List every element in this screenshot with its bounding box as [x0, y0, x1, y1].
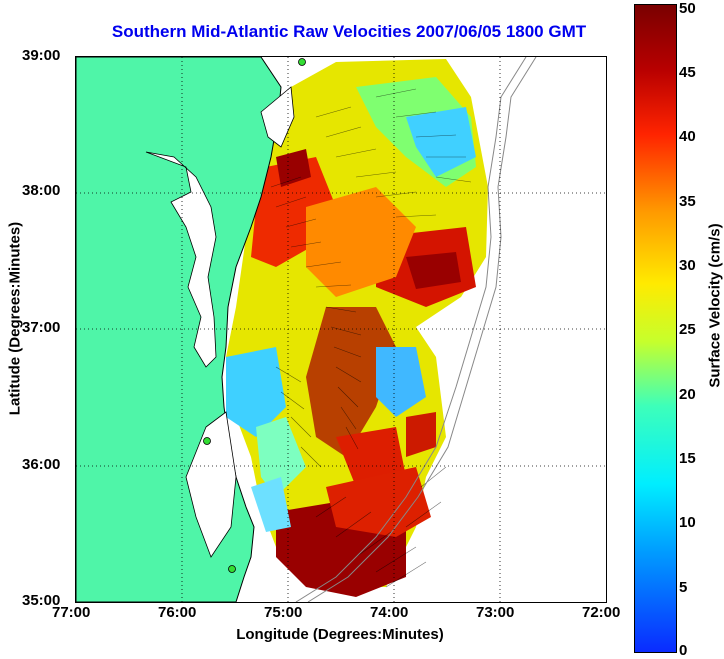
station-marker: [228, 565, 236, 573]
radar-stations: [203, 58, 306, 573]
map-plot-area: [75, 56, 607, 603]
colorbar-tick: 40: [679, 128, 696, 145]
y-tick: 39:00: [22, 47, 61, 64]
y-tick: 38:00: [22, 182, 61, 199]
colorbar-tick: 35: [679, 193, 696, 210]
colorbar-tick: 15: [679, 450, 696, 467]
x-tick: 77:00: [52, 604, 91, 621]
colorbar-tick: 5: [679, 579, 688, 596]
colorbar-tick: 10: [679, 514, 696, 531]
velocity-field: [226, 59, 488, 597]
station-marker: [203, 437, 211, 445]
y-tick: 35:00: [22, 592, 61, 609]
x-tick: 75:00: [264, 604, 303, 621]
y-tick: 37:00: [22, 319, 61, 336]
colorbar-tick: 50: [679, 0, 696, 17]
x-tick: 74:00: [370, 604, 409, 621]
x-tick: 73:00: [476, 604, 515, 621]
colorbar-tick: 20: [679, 386, 696, 403]
x-tick: 76:00: [158, 604, 197, 621]
velocity-map-svg: [76, 57, 606, 602]
colorbar-tick: 0: [679, 642, 688, 659]
velocity-vectors: [270, 88, 472, 588]
chesapeake-bay: [145, 151, 217, 368]
colorbar-label: Surface Velocity (cm/s): [706, 223, 724, 388]
colorbar: [634, 4, 677, 653]
grid-lines: [76, 57, 606, 602]
x-tick: 72:00: [582, 604, 621, 621]
map-title: Southern Mid-Atlantic Raw Velocities 200…: [111, 22, 587, 41]
y-axis-label: Latitude (Degrees:Minutes): [6, 221, 24, 416]
x-axis-label: Longitude (Degrees:Minutes): [236, 626, 444, 643]
colorbar-tick: 45: [679, 64, 696, 81]
colorbar-tick: 30: [679, 257, 696, 274]
colorbar-tick: 25: [679, 321, 696, 338]
sound-water: [185, 411, 237, 558]
y-tick: 36:00: [22, 456, 61, 473]
bathymetry-contours: [295, 57, 537, 602]
delaware-bay: [260, 86, 295, 148]
station-marker: [298, 58, 306, 66]
